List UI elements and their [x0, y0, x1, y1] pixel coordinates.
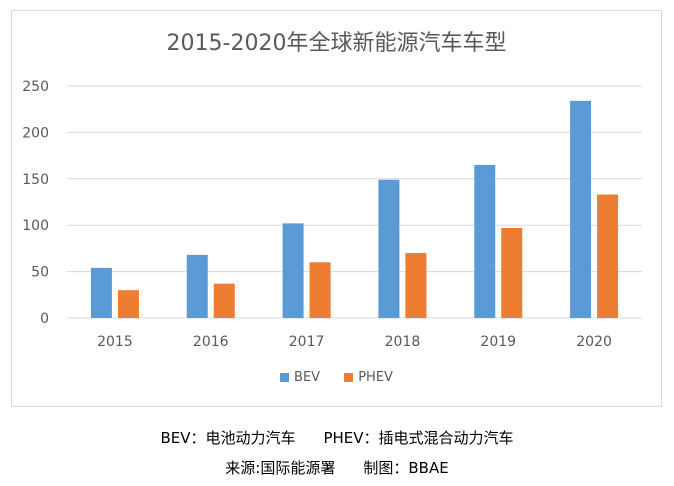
caption-made-by: 制图：BBAE [363, 459, 449, 477]
legend-item-phev: PHEV [344, 370, 393, 385]
bar-phev-2019 [501, 227, 523, 318]
legend-label-phev: PHEV [358, 370, 393, 385]
y-tick-label: 0 [40, 311, 49, 327]
bar-bev-2016 [186, 254, 208, 318]
y-tick-label: 50 [31, 265, 49, 281]
x-tick-label: 2017 [289, 334, 325, 350]
chart-frame: 2015-2020年全球新能源汽车车型 0 50 100 150 200 250 2015 2… [11, 10, 662, 407]
bar-phev-2015 [117, 290, 139, 318]
y-tick-label: 200 [22, 125, 49, 141]
legend-swatch-phev [344, 373, 354, 382]
y-tick-label: 250 [22, 79, 49, 95]
x-tick-label: 2018 [385, 334, 421, 350]
caption-source: 来源:国际能源署 制图：BBAE [0, 457, 674, 478]
legend-swatch-bev [280, 373, 290, 382]
y-tick-label: 100 [22, 218, 49, 234]
x-tick-label: 2016 [193, 334, 229, 350]
bar-phev-2016 [213, 283, 235, 318]
caption-phev-definition: PHEV：插电式混合动力汽车 [323, 429, 514, 447]
x-tick-label: 2019 [480, 334, 516, 350]
bar-bev-2015 [90, 267, 112, 318]
bar-bev-2019 [474, 164, 496, 318]
bar-phev-2017 [309, 262, 331, 318]
caption-bev-definition: BEV：电池动力汽车 [160, 429, 296, 447]
bar-chart-plot: 0 50 100 150 200 250 2015 2016 2017 2018 2019 2020 [22, 79, 642, 350]
bar-bev-2020 [570, 100, 592, 319]
y-tick-label: 150 [22, 172, 49, 188]
chart-title: 2015-2020年全球新能源汽车车型 [166, 31, 507, 56]
bar-bev-2018 [378, 179, 400, 318]
x-tick-label: 2020 [576, 334, 612, 350]
bar-bev-2017 [282, 223, 304, 318]
legend-item-bev: BEV [280, 370, 320, 385]
caption-source-text: 来源:国际能源署 [225, 459, 336, 477]
x-tick-label: 2015 [97, 334, 133, 350]
chart-legend: BEV PHEV [12, 370, 661, 386]
bar-phev-2018 [405, 253, 427, 318]
caption-definitions: BEV：电池动力汽车 PHEV：插电式混合动力汽车 [0, 427, 674, 448]
legend-label-bev: BEV [294, 370, 321, 385]
bar-phev-2020 [597, 194, 619, 318]
